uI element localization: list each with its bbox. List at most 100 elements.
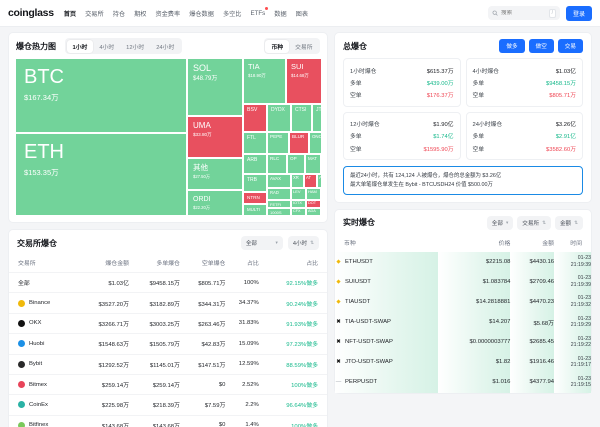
treemap-tile[interactable]: XR <box>291 174 304 188</box>
heatmap-mode-tab-0[interactable]: 币种 <box>265 39 290 53</box>
table-row[interactable]: ✖ NFT-USDT-SWAP $0.0000003777 $2685.45 01-23… <box>335 332 591 353</box>
exchange-col-header-3[interactable]: 空单爆仓 <box>201 261 226 267</box>
table-row[interactable]: ✖ JTO-USDT-SWAP $1.82 $1916.46 01-23 21:19:17 <box>335 352 591 373</box>
realtime-filter-amount-label: 金额 <box>559 220 572 227</box>
exchange-filter-all[interactable]: 全部 ▾ <box>240 236 283 250</box>
nav-item-1[interactable]: 交易所 <box>85 7 104 20</box>
treemap-tile[interactable]: HAM <box>306 188 321 200</box>
treemap-tile[interactable]: MAT <box>305 154 321 174</box>
realtime-filter-amount[interactable]: 金额 ⇅ <box>554 215 583 230</box>
treemap-tile[interactable]: A <box>317 174 321 188</box>
treemap-tile[interactable]: ADA <box>306 208 321 216</box>
exchange-col-header-5[interactable]: 占比 <box>306 261 318 267</box>
realtime-filter-all[interactable]: 全部 ▾ <box>486 215 514 230</box>
treemap-tile[interactable]: TIA $18.90万 <box>243 58 286 104</box>
treemap-tile[interactable]: ARB <box>243 154 267 174</box>
treemap-tile[interactable]: UMA $33.80万 <box>187 116 243 158</box>
treemap-tile[interactable]: TRB <box>243 174 267 192</box>
coinglass-logo[interactable]: coinglass <box>8 7 54 19</box>
treemap-tile[interactable]: FETFI <box>267 200 291 208</box>
treemap-tile[interactable]: LEV <box>291 188 306 200</box>
treemap-tile[interactable]: CTSI <box>291 104 312 132</box>
total-liq-action-0[interactable]: 做多 <box>499 39 525 53</box>
heatmap-timeframe-tab-1[interactable]: 4小时 <box>99 44 115 51</box>
nav-item-label: ETFs <box>250 9 266 17</box>
search-box[interactable]: / <box>487 6 560 20</box>
exchange-table-head: 交易所 爆仓金额 多单爆仓 空单爆仓 占比 占比 <box>9 254 327 273</box>
realtime-col-header-0[interactable]: 币种 <box>344 240 356 247</box>
table-row[interactable]: CoinEx $225.98万 $218.39万 $7.59万 2.2% 96.64%做多 <box>9 394 327 416</box>
nav-item-9[interactable]: 图表 <box>296 7 308 20</box>
treemap-tile[interactable]: PEPE <box>267 132 289 154</box>
exchange-table-body: 全部 $1.03亿 $9458.15万 $805.71万 100% 92.15%做多 Bin… <box>9 271 327 427</box>
nav-item-3[interactable]: 期权 <box>134 7 146 20</box>
table-row[interactable]: ◆ TIAUSDT $14.2818881 $4470.23 01-23 21:19:32 <box>335 292 591 313</box>
treemap-tile[interactable]: AT <box>304 174 317 188</box>
table-row[interactable]: — PERPUSDT $1.016 $4377.94 01-23 21:19:15 <box>335 372 591 393</box>
treemap-tile[interactable]: 其他 $27.50万 <box>187 158 243 190</box>
treemap-tile[interactable]: RLC <box>267 154 287 174</box>
treemap-tile[interactable]: CFX <box>291 208 306 216</box>
treemap-tile[interactable]: ORDI $22.20万 <box>187 190 243 216</box>
treemap-tile[interactable]: NTRN <box>243 192 267 204</box>
heatmap-timeframe-tab-0[interactable]: 1小时 <box>66 39 94 53</box>
treemap-tile[interactable]: DYDX <box>267 104 291 132</box>
right-column: 总爆仓 做多 做空 交易 1小时爆仓 $615.37万 多单 $439.00万 空单 $176… <box>334 32 592 427</box>
treemap-tile[interactable]: BTC $167.34万 <box>15 58 187 133</box>
heatmap-mode-tab-1[interactable]: 交易所 <box>295 44 313 51</box>
exchange-col-header-0[interactable]: 交易所 <box>18 261 36 267</box>
table-row[interactable]: Binance $3527.20万 $3182.89万 $344.31万 34.37% 9… <box>9 292 327 314</box>
heatmap-timeframe-tab-2[interactable]: 12小时 <box>126 44 145 51</box>
total-liquidation-actions: 做多 做空 交易 <box>499 39 583 53</box>
realtime-time-cell: 01-23 21:19:32 <box>554 292 591 313</box>
login-button[interactable]: 登录 <box>565 5 592 21</box>
treemap-tile[interactable]: ETH $153.35万 <box>15 133 187 216</box>
table-row[interactable]: 全部 $1.03亿 $9458.15万 $805.71万 100% 92.15%做多 <box>9 271 327 293</box>
search-input[interactable] <box>500 10 541 16</box>
realtime-filter-exchange[interactable]: 交易所 ⇅ <box>517 215 551 230</box>
nav-item-4[interactable]: 资金费率 <box>155 7 180 20</box>
nav-item-8[interactable]: 数据 <box>274 7 286 20</box>
total-liq-action-1[interactable]: 做空 <box>528 39 554 53</box>
treemap-tile[interactable]: FTL <box>243 132 267 154</box>
heatmap-timeframe-tab-3[interactable]: 24小时 <box>156 44 175 51</box>
treemap-tile[interactable]: AVAX <box>267 174 291 188</box>
treemap-tile[interactable]: SOL $48.79万 <box>187 58 243 116</box>
realtime-col-header-1[interactable]: 价格 <box>498 240 511 247</box>
exchange-liquidation-card: 交易所爆仓 全部 ▾ 4小时 ⇅ 交易所 爆仓金额 多单爆仓 空单爆仓 占比 占比 <box>8 229 328 427</box>
nav-item-5[interactable]: 爆仓数据 <box>189 7 214 20</box>
treemap-tile[interactable]: BSV <box>243 104 267 132</box>
nav-item-0[interactable]: 首页 <box>64 7 76 20</box>
exchange-filter-timeframe[interactable]: 4小时 ⇅ <box>287 236 319 250</box>
treemap-tile[interactable]: RAD <box>267 188 291 200</box>
stat-long-label: 多单 <box>472 80 485 87</box>
table-row[interactable]: ◆ ETHUSDT $2215.08 $4430.16 01-23 21:19:39 <box>335 251 591 272</box>
table-row[interactable]: ◆ SUIUSDT $1.083784 $2709.46 01-23 21:19:39 <box>335 271 591 293</box>
treemap-tile[interactable]: JTO <box>312 104 321 132</box>
realtime-col-header-3[interactable]: 时间 <box>570 240 582 247</box>
nav-item-6[interactable]: 多空比 <box>223 7 242 20</box>
treemap-tile[interactable]: SUI $14.68万 <box>286 58 321 104</box>
table-row[interactable]: Huobi $1548.63万 $1505.79万 $42.83万 15.09% 97.2… <box>9 333 327 354</box>
nav-item-7[interactable]: ETFs <box>250 6 269 19</box>
treemap-tile[interactable]: ONC <box>309 132 321 154</box>
total-liq-action-2[interactable]: 交易 <box>557 39 583 53</box>
treemap-tile[interactable]: 1000S <box>267 208 291 216</box>
treemap-tile[interactable]: OP <box>287 154 305 174</box>
exchange-col-header-1[interactable]: 爆仓金额 <box>105 261 129 267</box>
exchange-col-header-4[interactable]: 占比 <box>247 261 259 267</box>
nav-item-2[interactable]: 持仓 <box>113 7 125 20</box>
table-row[interactable]: ✖ TIA-USDT-SWAP $14.207 $5.68万 01-23 21:19:29 <box>335 312 591 333</box>
treemap-tile[interactable]: MULTI <box>243 204 267 216</box>
treemap-tile[interactable]: BLUR <box>289 132 309 154</box>
realtime-price-cell: $0.0000003777 <box>437 332 511 353</box>
table-row[interactable]: OKX $3266.71万 $3003.25万 $263.46万 31.83% 91.93… <box>9 312 327 334</box>
table-row[interactable]: Bitmex $259.14万 $259.14万 $0 2.52% 100%做多 <box>9 373 327 395</box>
treemap-tile[interactable]: DOT <box>306 200 321 208</box>
liquidation-stat-card: 1小时爆仓 $615.37万 多单 $439.00万 空单 $176.37万 <box>343 58 461 107</box>
realtime-col-header-2[interactable]: 金额 <box>542 240 555 247</box>
exchange-col-header-2[interactable]: 多单爆仓 <box>156 261 180 267</box>
treemap-tile[interactable]: IOTX <box>291 200 306 208</box>
table-row[interactable]: Bitfinex $143.68万 $143.68万 $0 1.4% 100%做多 <box>9 414 327 427</box>
table-row[interactable]: Bybit $1292.52万 $1145.01万 $147.51万 12.59% 88.… <box>9 353 327 375</box>
